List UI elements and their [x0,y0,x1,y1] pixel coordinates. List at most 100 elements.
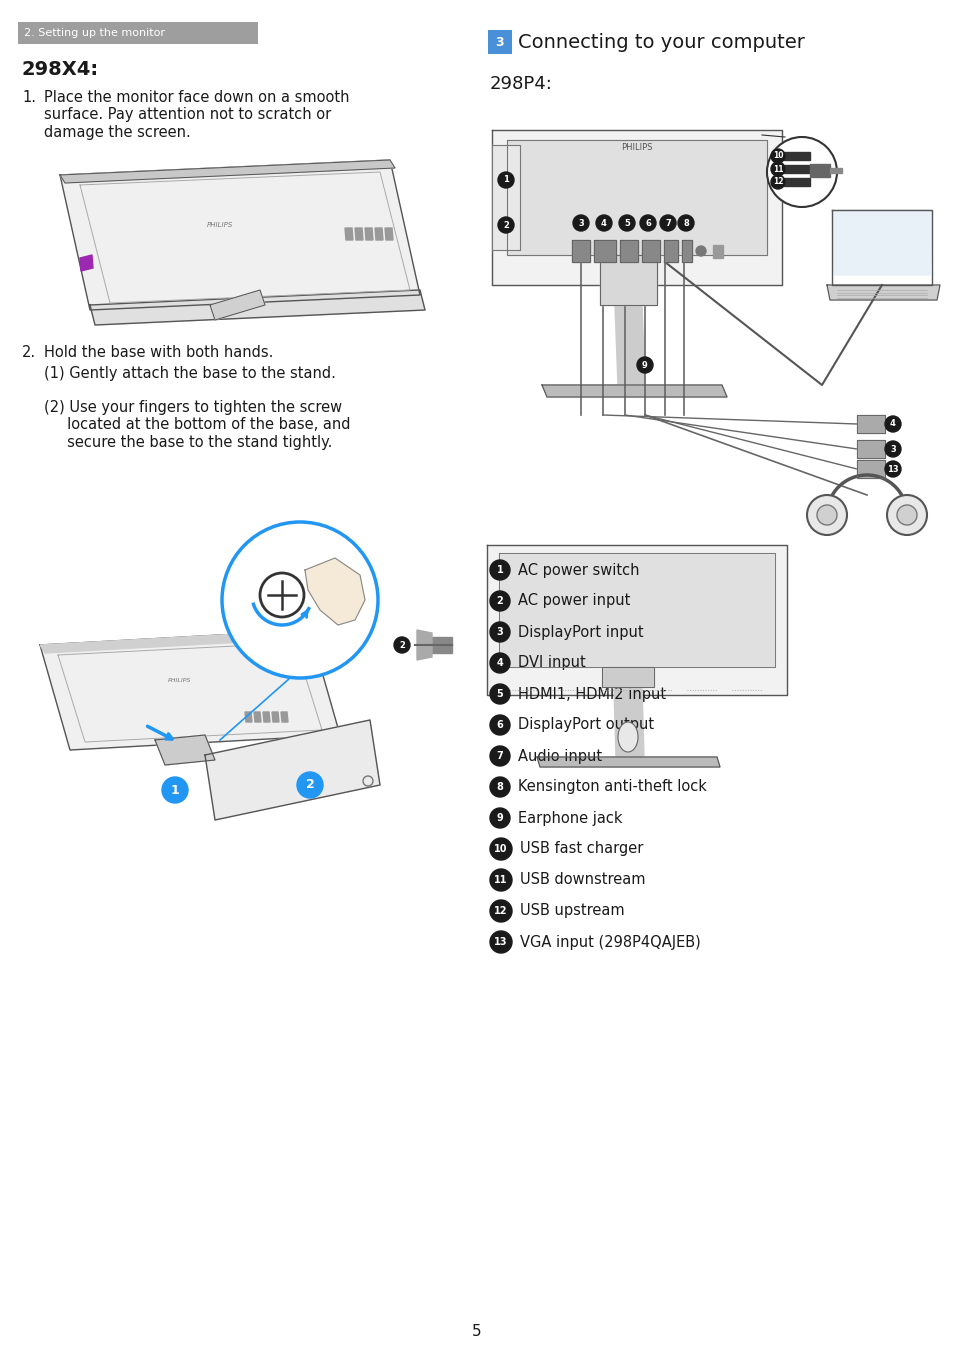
Text: 1.: 1. [22,89,36,106]
Polygon shape [506,139,766,255]
Text: 13: 13 [886,464,898,474]
Polygon shape [614,686,643,757]
Polygon shape [619,240,638,263]
Polygon shape [486,546,786,695]
Text: 8: 8 [682,218,688,227]
Polygon shape [663,240,678,263]
Text: 298X4:: 298X4: [22,60,99,79]
Polygon shape [385,227,393,240]
Circle shape [884,416,900,432]
Circle shape [659,215,676,232]
Circle shape [490,869,512,891]
Polygon shape [541,385,726,397]
Text: 12: 12 [494,906,507,917]
Polygon shape [829,168,841,173]
Circle shape [490,777,510,798]
Text: Kensington anti-theft lock: Kensington anti-theft lock [517,780,706,795]
Text: USB upstream: USB upstream [519,903,624,918]
Text: 1: 1 [502,176,508,184]
Polygon shape [641,240,659,263]
Text: 10: 10 [772,152,782,161]
Polygon shape [253,712,261,722]
Circle shape [816,505,836,525]
Polygon shape [831,210,931,275]
Circle shape [896,505,916,525]
Text: Earphone jack: Earphone jack [517,811,622,826]
Circle shape [770,149,784,162]
Circle shape [490,715,510,735]
Text: AC power switch: AC power switch [517,562,639,578]
Text: 4: 4 [600,218,606,227]
Text: 11: 11 [494,875,507,886]
Polygon shape [272,712,278,722]
Text: 9: 9 [497,812,503,823]
Polygon shape [90,290,424,325]
Circle shape [490,684,510,704]
Polygon shape [712,245,722,259]
Circle shape [490,808,510,829]
Text: 6: 6 [497,720,503,730]
Circle shape [884,441,900,458]
Polygon shape [432,636,452,653]
Circle shape [490,561,510,580]
Circle shape [770,175,784,190]
Polygon shape [601,668,654,686]
Polygon shape [210,290,265,320]
FancyBboxPatch shape [488,30,512,54]
Text: DVI input: DVI input [517,655,585,670]
Polygon shape [305,558,365,626]
Circle shape [806,496,846,535]
Circle shape [296,772,323,798]
Text: 2: 2 [502,221,508,229]
Text: 11: 11 [772,164,782,173]
Polygon shape [856,440,884,458]
Text: 12: 12 [772,177,782,187]
Polygon shape [205,720,379,821]
Polygon shape [281,712,288,722]
Text: 8: 8 [497,783,503,792]
Text: HDMI1, HDMI2 input: HDMI1, HDMI2 input [517,686,665,701]
Polygon shape [365,227,373,240]
Circle shape [678,215,693,232]
Polygon shape [60,160,419,310]
Polygon shape [594,240,616,263]
Text: PHILIPS: PHILIPS [207,222,233,227]
Text: 5: 5 [623,218,629,227]
Circle shape [497,217,514,233]
Text: 3: 3 [578,218,583,227]
Polygon shape [355,227,363,240]
Circle shape [490,900,512,922]
Polygon shape [615,305,644,385]
Text: 5: 5 [497,689,503,699]
Polygon shape [375,227,382,240]
Circle shape [637,357,652,372]
Ellipse shape [618,722,638,751]
Text: 2: 2 [305,779,314,792]
Text: AC power input: AC power input [517,593,630,608]
Circle shape [618,215,635,232]
Circle shape [573,215,588,232]
Circle shape [639,215,656,232]
Text: 9: 9 [641,360,647,370]
FancyBboxPatch shape [18,22,257,43]
Polygon shape [492,145,519,250]
Text: Connecting to your computer: Connecting to your computer [517,32,804,51]
Text: USB fast charger: USB fast charger [519,841,642,857]
Polygon shape [416,630,432,659]
Circle shape [490,746,510,766]
Circle shape [497,172,514,188]
Text: 3: 3 [889,444,895,454]
Polygon shape [492,130,781,284]
Polygon shape [572,240,589,263]
Circle shape [394,636,410,653]
Text: 2.: 2. [22,345,36,360]
Text: 5: 5 [472,1324,481,1339]
Text: 1: 1 [497,565,503,575]
Polygon shape [40,630,339,750]
Text: VGA input (298P4QAJEB): VGA input (298P4QAJEB) [519,934,700,949]
Circle shape [884,460,900,477]
Circle shape [490,621,510,642]
Text: DisplayPort output: DisplayPort output [517,718,654,733]
Text: 298P4:: 298P4: [490,74,553,93]
Text: USB downstream: USB downstream [519,872,645,887]
